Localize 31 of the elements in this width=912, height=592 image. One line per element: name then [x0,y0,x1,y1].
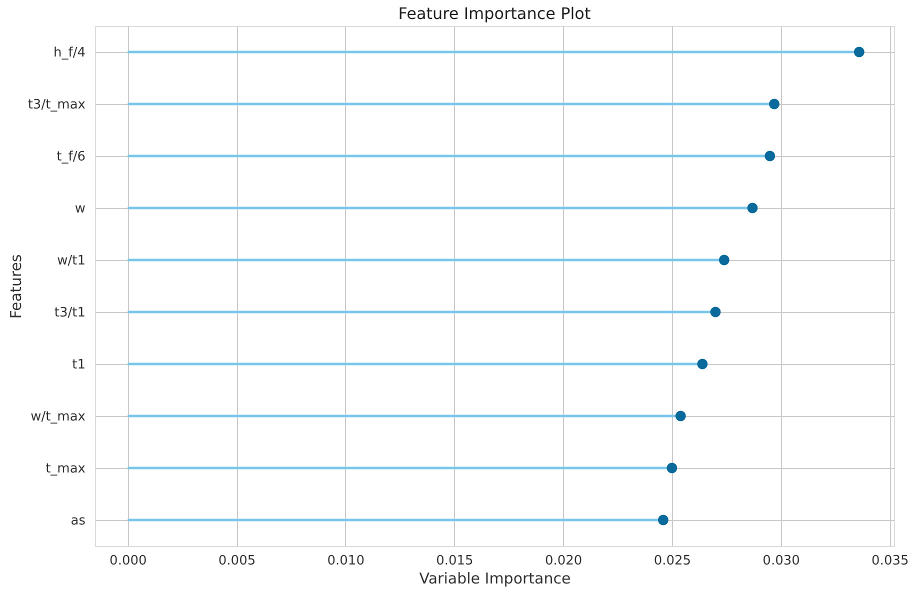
y-tick-label: t3/t_max [28,98,86,112]
y-tick-label: w [74,202,86,216]
y-tick-label: w/t1 [57,254,86,268]
x-tick-label: 0.035 [872,554,909,568]
x-tick-label: 0.010 [327,554,364,568]
y-tick-label: h_f/4 [54,46,86,60]
y-tick-label: as [70,514,86,528]
x-tick-label: 0.005 [218,554,256,568]
chart-title: Feature Importance Plot [398,4,591,23]
point [658,514,668,526]
x-tick-label: 0.020 [544,554,582,568]
point [769,98,780,110]
point [854,46,864,58]
point [747,202,758,214]
y-axis-title: Features [6,254,25,319]
point [675,410,686,422]
point [697,358,708,370]
point [666,462,678,474]
x-axis-title: Variable Importance [419,570,571,588]
point [764,150,776,162]
y-tick-label: t3/t1 [54,306,86,320]
x-tick-label: 0.000 [110,554,147,568]
y-tick-label: w/t_max [30,410,86,424]
y-tick-label: t_f/6 [56,150,86,164]
point [718,254,730,266]
x-tick-label: 0.015 [436,554,474,568]
point [710,306,721,318]
y-tick-label: t1 [72,358,86,372]
x-tick-label: 0.030 [762,554,800,568]
y-tick-label: t_max [46,462,86,476]
x-tick-label: 0.025 [654,554,692,568]
